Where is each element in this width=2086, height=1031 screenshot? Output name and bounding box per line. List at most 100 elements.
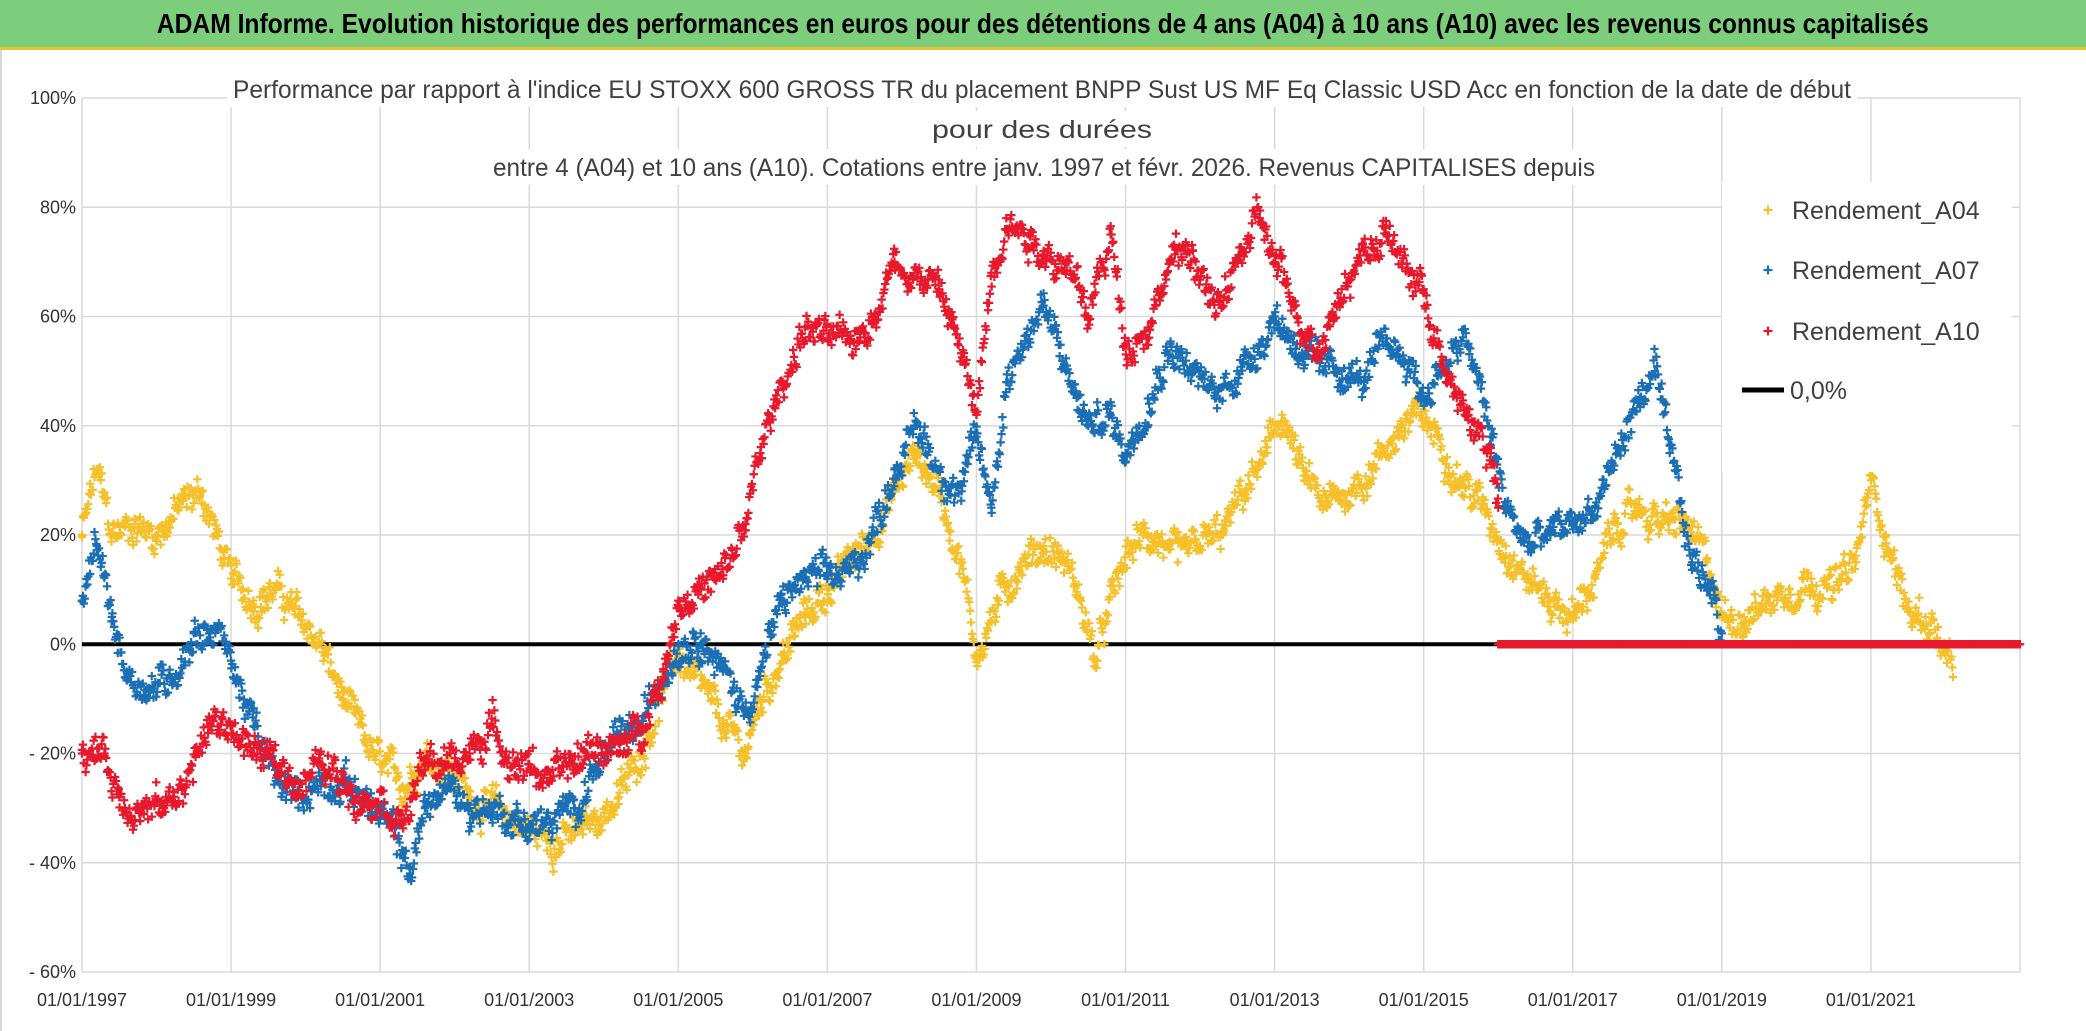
data-point-glyph: [632, 777, 641, 787]
data-point: [227, 561, 236, 570]
data-point-glyph: [765, 697, 775, 706]
data-point: [1087, 626, 1097, 636]
data-point: [1671, 530, 1681, 539]
data-point: [150, 549, 159, 559]
data-point-glyph: [238, 584, 248, 594]
x-tick-label: 01/01/2011: [1081, 990, 1170, 1010]
data-point-glyph: [1173, 558, 1182, 567]
data-point: [1859, 509, 1868, 518]
y-tick-label: 60%: [40, 307, 76, 327]
data-point: [236, 573, 245, 583]
x-tick-label: 01/01/1997: [37, 990, 127, 1010]
data-point: [230, 567, 240, 576]
data-point-glyph: [226, 554, 235, 563]
data-point: [123, 516, 132, 525]
data-point-glyph: [1858, 517, 1868, 527]
data-point: [165, 523, 174, 532]
data-point-glyph: [293, 593, 302, 603]
data-point-glyph: [1844, 576, 1853, 585]
data-point-glyph: [1856, 522, 1866, 531]
data-point-glyph: [123, 516, 132, 525]
data-point: [721, 733, 731, 742]
series-rendement-a07: [77, 289, 1727, 886]
data-point-glyph: [156, 540, 165, 549]
data-point: [146, 522, 156, 531]
data-point: [1858, 517, 1868, 527]
data-point: [1750, 590, 1759, 599]
data-point-glyph: [1598, 553, 1607, 563]
data-point: [275, 570, 284, 579]
data-point-glyph: [246, 614, 256, 623]
data-point-glyph: [1750, 590, 1759, 599]
data-point-glyph: [254, 623, 263, 633]
data-point-glyph: [97, 469, 106, 478]
data-point: [1694, 522, 1703, 532]
data-point-glyph: [1620, 509, 1630, 518]
data-point: [1735, 610, 1744, 620]
data-point: [1872, 494, 1881, 503]
data-point-glyph: [263, 603, 273, 613]
data-point-glyph: [966, 606, 975, 615]
data-point-glyph: [1100, 640, 1109, 649]
data-point-glyph: [1694, 522, 1703, 532]
data-point-glyph: [1216, 544, 1225, 554]
data-point-glyph: [1948, 663, 1957, 672]
data-point: [1610, 509, 1619, 519]
data-point: [632, 777, 641, 787]
data-point-glyph: [279, 615, 289, 625]
data-point-glyph: [117, 530, 126, 540]
data-point-glyph: [165, 665, 174, 674]
y-tick-label: 0%: [50, 634, 76, 654]
data-point-glyph: [1907, 622, 1917, 632]
data-point: [1159, 553, 1168, 562]
data-point-glyph: [259, 584, 268, 594]
data-point: [476, 829, 486, 838]
data-point: [1457, 490, 1467, 500]
data-point: [102, 493, 112, 502]
data-point-glyph: [203, 503, 213, 512]
data-point-glyph: [150, 549, 159, 559]
data-point: [156, 540, 165, 549]
data-point-glyph: [227, 561, 236, 570]
data-point: [97, 469, 106, 478]
data-point: [132, 537, 141, 546]
data-point-glyph: [1859, 509, 1868, 518]
data-point: [1238, 505, 1248, 514]
data-point-glyph: [218, 561, 227, 570]
data-point: [311, 632, 320, 642]
data-point: [222, 545, 232, 554]
data-point: [127, 533, 137, 542]
data-point: [187, 504, 197, 514]
data-point-glyph: [1238, 505, 1248, 514]
data-point-glyph: [232, 559, 241, 568]
data-point-glyph: [222, 545, 232, 554]
data-point: [277, 581, 286, 591]
data-point: [1620, 509, 1630, 518]
x-tick-label: 01/01/2007: [782, 990, 872, 1010]
data-point: [1115, 581, 1124, 591]
data-point-glyph: [178, 496, 188, 506]
data-point-glyph: [204, 519, 214, 529]
data-point-glyph: [1159, 553, 1168, 562]
data-point: [1625, 485, 1634, 494]
data-point: [533, 841, 542, 851]
data-point: [226, 554, 235, 563]
data-point-glyph: [482, 787, 491, 796]
data-point-glyph: [131, 515, 140, 525]
data-point-glyph: [298, 609, 308, 618]
y-tick-label: 20%: [40, 525, 76, 545]
data-point: [289, 601, 299, 611]
data-point: [254, 613, 264, 623]
data-point: [1452, 460, 1461, 469]
data-point-glyph: [578, 830, 588, 839]
data-point-glyph: [991, 612, 1001, 622]
x-tick-label: 01/01/2019: [1677, 990, 1767, 1010]
data-point: [1844, 576, 1853, 585]
data-point-glyph: [737, 761, 747, 770]
data-point: [1236, 476, 1245, 485]
y-tick-label: - 60%: [29, 962, 76, 982]
data-point-glyph: [182, 502, 191, 512]
data-point-glyph: [1567, 594, 1577, 604]
data-point: [765, 697, 775, 706]
x-tick-label: 01/01/1999: [186, 990, 276, 1010]
